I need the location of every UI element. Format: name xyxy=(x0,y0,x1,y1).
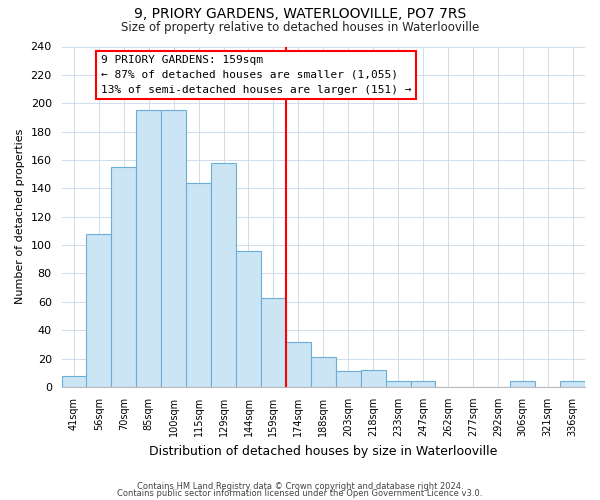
Bar xyxy=(386,382,410,387)
Text: 9 PRIORY GARDENS: 159sqm
← 87% of detached houses are smaller (1,055)
13% of sem: 9 PRIORY GARDENS: 159sqm ← 87% of detach… xyxy=(101,55,411,94)
Bar xyxy=(211,163,236,387)
Bar xyxy=(86,234,112,387)
Bar xyxy=(112,167,136,387)
Text: Contains public sector information licensed under the Open Government Licence v3: Contains public sector information licen… xyxy=(118,489,482,498)
Text: 9, PRIORY GARDENS, WATERLOOVILLE, PO7 7RS: 9, PRIORY GARDENS, WATERLOOVILLE, PO7 7R… xyxy=(134,8,466,22)
Bar xyxy=(410,382,436,387)
Bar xyxy=(510,382,535,387)
X-axis label: Distribution of detached houses by size in Waterlooville: Distribution of detached houses by size … xyxy=(149,444,497,458)
Bar xyxy=(361,370,386,387)
Bar xyxy=(560,382,585,387)
Bar xyxy=(136,110,161,387)
Text: Contains HM Land Registry data © Crown copyright and database right 2024.: Contains HM Land Registry data © Crown c… xyxy=(137,482,463,491)
Bar xyxy=(261,298,286,387)
Bar xyxy=(286,342,311,387)
Bar xyxy=(236,251,261,387)
Bar xyxy=(336,372,361,387)
Y-axis label: Number of detached properties: Number of detached properties xyxy=(15,129,25,304)
Text: Size of property relative to detached houses in Waterlooville: Size of property relative to detached ho… xyxy=(121,21,479,34)
Bar xyxy=(311,357,336,387)
Bar xyxy=(161,110,186,387)
Bar xyxy=(186,182,211,387)
Bar xyxy=(62,376,86,387)
